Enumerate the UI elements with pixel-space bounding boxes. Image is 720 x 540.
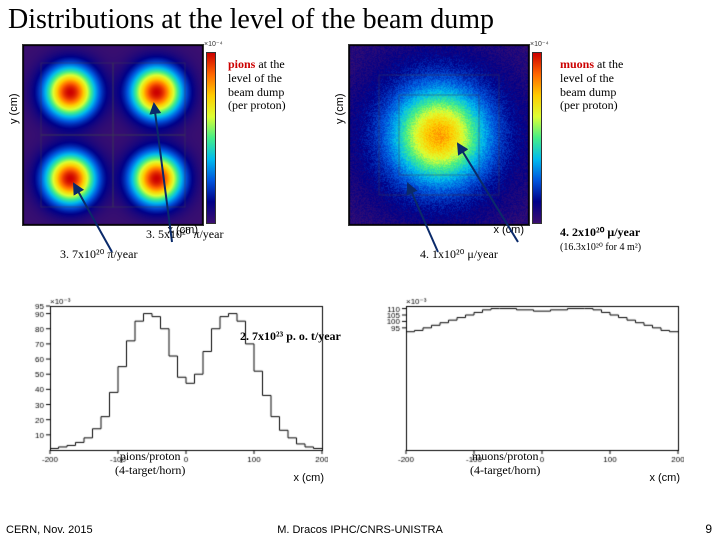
- x-axis-label: x (cm): [293, 472, 324, 484]
- pion-rate-2: 3. 7x10²⁰ π/year: [60, 248, 137, 262]
- pion-hist-label: pions/proton(4-target/horn): [115, 450, 185, 478]
- page-title: Distributions at the level of the beam d…: [0, 0, 720, 38]
- footer-center: M. Dracos IPHC/CNRS-UNISTRA: [277, 524, 443, 536]
- y-axis-label: y (cm): [8, 93, 20, 124]
- page-number: 9: [705, 522, 712, 536]
- muon-rate-1-note: (16.3x10²⁰ for 4 m²): [560, 242, 641, 254]
- muon-caption: muons at thelevel of thebeam dump(per pr…: [560, 58, 660, 113]
- x-axis-label: x (cm): [649, 472, 680, 484]
- pion-rate-1: 3. 5x10²⁰ π/year: [146, 228, 223, 242]
- muon-rate-2: 4. 1x10²⁰ μ/year: [420, 248, 498, 262]
- y-axis-label: y (cm): [334, 93, 346, 124]
- muon-rate-1: 4. 2x10²⁰ μ/year: [560, 226, 640, 240]
- footer-left: CERN, Nov. 2015: [6, 524, 93, 536]
- muon-hist-label: muons/proton(4-target/horn): [470, 450, 540, 478]
- arrow-muon: [348, 44, 568, 264]
- pion-caption: pions at thelevel of thebeam dump(per pr…: [228, 58, 318, 113]
